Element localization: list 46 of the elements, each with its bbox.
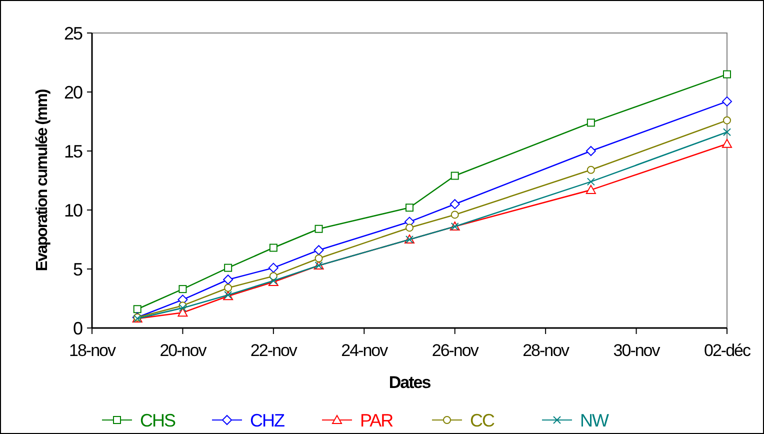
y-tick-label: 15 xyxy=(64,141,83,162)
point xyxy=(586,184,596,194)
x-tick-label: 02-déc xyxy=(704,341,752,360)
x-tick-label: 22-nov xyxy=(250,341,298,360)
x-tick-label: 28-nov xyxy=(522,341,570,360)
y-axis-title: Evaporation cumulée (mm) xyxy=(34,89,51,272)
x-tick-label: 24-nov xyxy=(341,341,389,360)
point xyxy=(723,128,731,136)
point xyxy=(450,210,459,219)
point xyxy=(406,224,414,232)
y-tick-label: 20 xyxy=(64,82,83,102)
legend-label: PAR xyxy=(360,410,394,430)
point xyxy=(723,70,731,78)
point xyxy=(268,262,278,273)
x-tick-label: 30-nov xyxy=(613,341,661,360)
x-axis-title: Dates xyxy=(388,373,431,392)
point xyxy=(722,138,732,148)
legend-label: CHZ xyxy=(250,410,285,430)
point xyxy=(406,204,414,212)
legend-label: NW xyxy=(580,410,609,430)
point xyxy=(224,284,232,292)
point xyxy=(586,146,596,156)
x-tick-label: 20-nov xyxy=(160,341,208,360)
point xyxy=(586,166,595,174)
point xyxy=(314,245,324,256)
x-tick-label: 26-nov xyxy=(432,341,480,360)
point xyxy=(269,244,278,252)
point xyxy=(133,305,142,314)
y-tick-label: 0 xyxy=(72,318,83,338)
point xyxy=(314,224,323,233)
point xyxy=(586,118,595,127)
x-tick-label: 18-nov xyxy=(69,341,116,360)
point xyxy=(223,274,234,285)
point xyxy=(586,178,595,186)
legend-label: CHS xyxy=(140,410,176,430)
point xyxy=(450,199,460,210)
y-tick-label: 10 xyxy=(64,200,83,220)
point xyxy=(314,254,323,262)
point xyxy=(178,285,187,294)
point xyxy=(224,264,232,272)
point xyxy=(450,172,459,180)
legend-label: CC xyxy=(470,410,495,430)
y-tick-label: 5 xyxy=(72,259,83,280)
point xyxy=(723,116,731,124)
point xyxy=(722,96,732,106)
y-tick-label: 25 xyxy=(64,23,83,44)
